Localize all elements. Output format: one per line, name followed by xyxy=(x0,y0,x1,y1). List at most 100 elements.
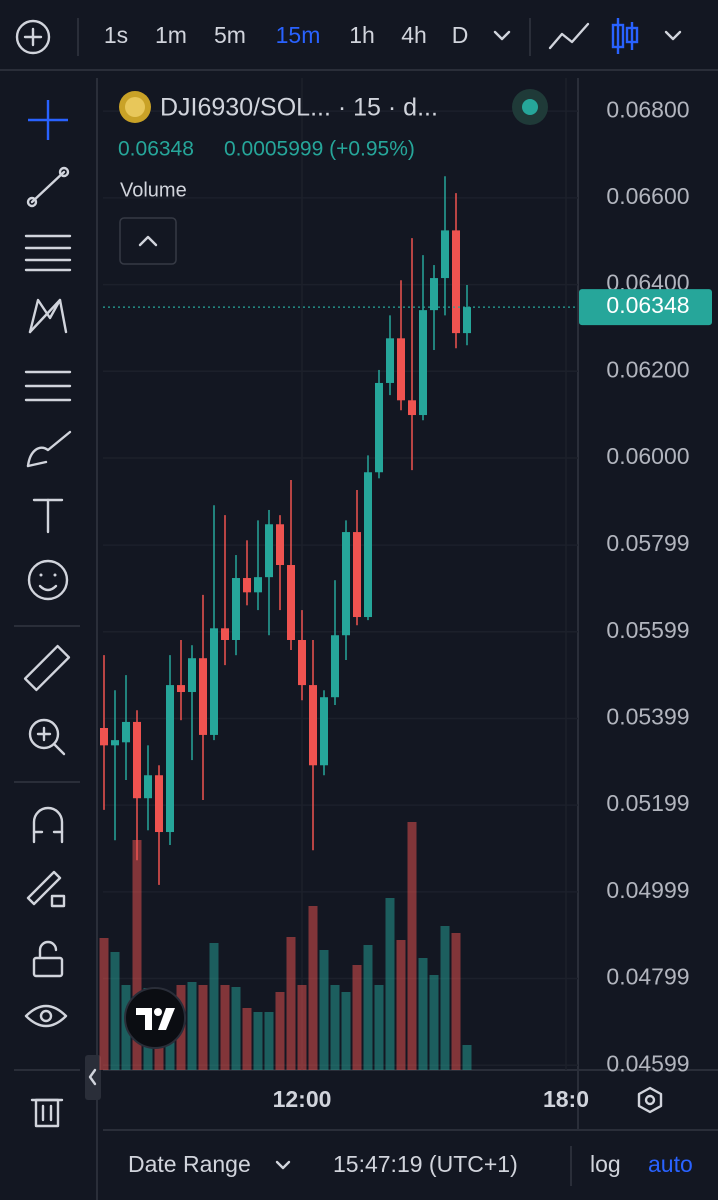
candle-body xyxy=(221,628,229,641)
price-label-box xyxy=(579,289,712,326)
text-tool[interactable] xyxy=(32,498,64,534)
interval-button[interactable]: 1s xyxy=(104,22,128,48)
tradingview-logo[interactable] xyxy=(124,987,186,1049)
candle-body xyxy=(243,578,251,593)
auto-toggle[interactable]: auto xyxy=(648,1151,693,1177)
style-menu[interactable] xyxy=(664,30,682,41)
candle-body xyxy=(111,740,119,746)
y-tick-label: 0.05599 xyxy=(606,617,689,643)
log-toggle[interactable]: log xyxy=(590,1151,621,1177)
candle-body xyxy=(430,278,438,311)
volume-bar xyxy=(253,1012,263,1070)
delete-tool[interactable] xyxy=(30,1098,64,1128)
interval-menu[interactable] xyxy=(493,30,511,41)
candle-body xyxy=(210,628,218,735)
grid xyxy=(103,78,578,1070)
candle-body xyxy=(342,532,350,636)
visibility-tool[interactable] xyxy=(24,1004,68,1028)
volume-bar xyxy=(264,1012,274,1070)
volume-bar xyxy=(385,898,395,1070)
ruler-tool[interactable] xyxy=(23,644,71,692)
candle-body xyxy=(452,230,460,334)
date-range[interactable]: Date Range xyxy=(128,1151,251,1177)
volume-bar xyxy=(396,940,406,1070)
candle-body xyxy=(397,338,405,401)
volume-bar xyxy=(341,992,351,1070)
interval-button[interactable]: D xyxy=(452,22,469,48)
interval-button[interactable]: 1m xyxy=(155,22,187,48)
y-tick-label: 0.04999 xyxy=(606,877,689,903)
collapse-toolbar[interactable] xyxy=(85,1055,101,1100)
volume-bar xyxy=(198,985,208,1070)
candle-body xyxy=(254,577,262,593)
candle-style-button[interactable] xyxy=(611,18,639,54)
candle-body xyxy=(166,685,174,833)
crosshair-tool[interactable] xyxy=(28,100,68,140)
brush-tool[interactable] xyxy=(26,430,72,468)
candle-body xyxy=(122,721,130,743)
magnet-tool[interactable] xyxy=(32,806,64,844)
lock-tool[interactable] xyxy=(32,940,64,978)
candle-body xyxy=(232,578,240,641)
fib-tool[interactable] xyxy=(24,234,72,272)
volume-bar xyxy=(319,950,329,1070)
clock: 15:47:19 (UTC+1) xyxy=(333,1151,518,1177)
candle-body xyxy=(298,640,306,686)
status-dot xyxy=(522,99,538,115)
candle-body xyxy=(155,775,163,833)
volume-bar xyxy=(220,985,230,1070)
candle-body xyxy=(419,310,427,416)
volume-bar xyxy=(110,952,120,1070)
candle-body xyxy=(441,230,449,279)
collapse-legend[interactable] xyxy=(119,217,177,265)
last-price: 0.06348 xyxy=(118,138,194,161)
y-tick-label: 0.06200 xyxy=(606,356,689,382)
candle-body xyxy=(364,472,372,618)
y-tick-label: 0.05799 xyxy=(606,530,689,556)
interval-button[interactable]: 1h xyxy=(349,22,375,48)
candle-body xyxy=(353,532,361,618)
volume-bar xyxy=(231,987,241,1070)
y-tick-label: 0.04799 xyxy=(606,964,689,990)
candle-body xyxy=(386,338,394,383)
lock-drawing-tool[interactable] xyxy=(26,870,66,908)
overlay: DJI6930/SOL... · 15 · d... 0.06348 0.000… xyxy=(118,89,663,1114)
emoji-tool[interactable] xyxy=(27,559,69,601)
chart-title: DJI6930/SOL... · 15 · d... xyxy=(160,94,438,122)
candle-body xyxy=(309,685,317,766)
volume-bar xyxy=(99,938,109,1070)
candle-body xyxy=(188,658,196,693)
candle-body xyxy=(408,400,416,416)
volume-bar xyxy=(275,992,285,1070)
zoom-tool[interactable] xyxy=(28,718,66,756)
volume-bar xyxy=(407,822,417,1070)
trend-line-tool[interactable] xyxy=(26,166,70,208)
interval-button[interactable]: 15m xyxy=(276,22,321,48)
forecast-tool[interactable] xyxy=(24,370,72,402)
volume-bar xyxy=(297,985,307,1070)
candle-body xyxy=(287,565,295,641)
interval-button[interactable]: 5m xyxy=(214,22,246,48)
interval-button[interactable]: 4h xyxy=(401,22,427,48)
x-tick-label: 18:0 xyxy=(543,1086,589,1112)
volume-label: Volume xyxy=(120,179,187,201)
volume-bar xyxy=(187,982,197,1070)
pattern-tool[interactable] xyxy=(28,298,68,334)
volume-bar xyxy=(451,933,461,1070)
volume-bar xyxy=(462,1045,472,1070)
footer: Date Range 15:47:19 (UTC+1) log auto xyxy=(128,1146,693,1186)
candle-body xyxy=(177,685,185,693)
settings-button[interactable] xyxy=(637,1086,663,1114)
candle-body xyxy=(144,775,152,799)
drawing-toolbar xyxy=(14,100,80,1128)
volume-bar xyxy=(418,958,428,1070)
date-range-menu[interactable] xyxy=(275,1160,291,1170)
volume-bar xyxy=(209,943,219,1070)
symbol-logo-inner xyxy=(125,97,145,117)
volume-bar xyxy=(330,985,340,1070)
add-button[interactable] xyxy=(15,19,51,55)
line-style-button[interactable] xyxy=(548,22,590,50)
y-tick-label: 0.06000 xyxy=(606,443,689,469)
candle-body xyxy=(375,382,383,473)
